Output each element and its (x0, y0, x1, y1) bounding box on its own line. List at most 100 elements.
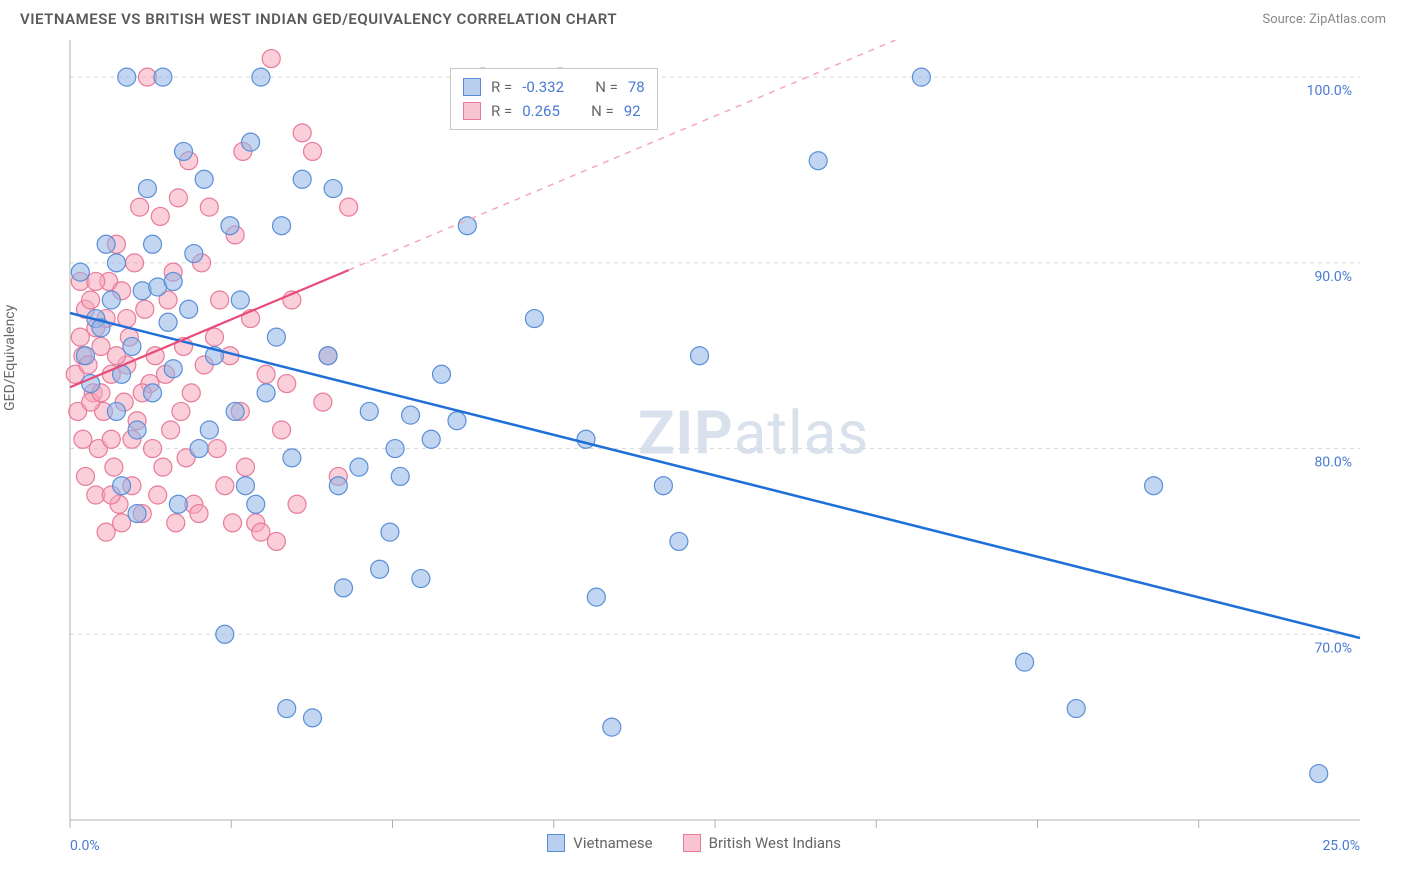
swatch-blue-icon (547, 834, 565, 852)
data-point (334, 579, 352, 597)
data-point (105, 458, 123, 476)
y-axis-label: GED/Equivalency (2, 305, 18, 411)
data-point (262, 50, 280, 68)
data-point (126, 254, 144, 272)
data-point (912, 68, 930, 86)
data-point (236, 477, 254, 495)
data-point (76, 467, 94, 485)
stat-label-r: R = (491, 75, 512, 99)
data-point (71, 263, 89, 281)
data-point (211, 291, 229, 309)
stat-value-r: 0.265 (522, 99, 560, 123)
data-point (257, 384, 275, 402)
stat-label-n: N = (591, 99, 614, 123)
data-point (252, 523, 270, 541)
data-point (82, 375, 100, 393)
data-point (216, 477, 234, 495)
data-point (164, 272, 182, 290)
y-tick-label: 80.0% (1314, 455, 1352, 471)
series-legend: Vietnamese British West Indians (547, 834, 841, 852)
trend-line-vietnamese (70, 313, 1360, 638)
data-point (74, 430, 92, 448)
chart-header: VIETNAMESE VS BRITISH WEST INDIAN GED/EQ… (0, 0, 1406, 36)
stat-label-r: R = (491, 99, 512, 123)
data-point (180, 300, 198, 318)
data-point (205, 328, 223, 346)
chart-container: GED/Equivalency 70.0%80.0%90.0%100.0%ZIP… (20, 40, 1386, 872)
data-point (76, 347, 94, 365)
data-point (224, 514, 242, 532)
data-point (273, 217, 291, 235)
data-point (809, 152, 827, 170)
chart-title: VIETNAMESE VS BRITISH WEST INDIAN GED/EQ… (20, 10, 617, 28)
data-point (654, 477, 672, 495)
data-point (1145, 477, 1163, 495)
data-point (340, 198, 358, 216)
data-point (154, 68, 172, 86)
data-point (1310, 765, 1328, 783)
data-point (386, 440, 404, 458)
data-point (221, 217, 239, 235)
data-point (169, 495, 187, 513)
swatch-blue-icon (463, 78, 481, 96)
data-point (293, 124, 311, 142)
data-point (92, 337, 110, 355)
data-point (107, 254, 125, 272)
legend-item: British West Indians (683, 834, 841, 852)
correlation-stats-box: R = -0.332 N = 78R = 0.265 N = 92 (450, 68, 658, 130)
data-point (448, 412, 466, 430)
data-point (278, 375, 296, 393)
data-point (113, 514, 131, 532)
data-point (319, 347, 337, 365)
data-point (131, 198, 149, 216)
data-point (458, 217, 476, 235)
data-point (144, 384, 162, 402)
data-point (169, 189, 187, 207)
data-point (691, 347, 709, 365)
data-point (360, 402, 378, 420)
data-point (391, 467, 409, 485)
data-point (200, 421, 218, 439)
data-point (350, 458, 368, 476)
data-point (216, 625, 234, 643)
swatch-pink-icon (683, 834, 701, 852)
data-point (247, 495, 265, 513)
legend-label: British West Indians (709, 834, 841, 852)
data-point (236, 458, 254, 476)
data-point (82, 291, 100, 309)
stats-row: R = -0.332 N = 78 (463, 75, 645, 99)
data-point (1067, 700, 1085, 718)
y-tick-label: 100.0% (1307, 83, 1352, 99)
data-point (267, 328, 285, 346)
data-point (151, 207, 169, 225)
data-point (154, 458, 172, 476)
legend-label: Vietnamese (573, 834, 652, 852)
data-point (422, 430, 440, 448)
data-point (433, 365, 451, 383)
legend-item: Vietnamese (547, 834, 652, 852)
data-point (102, 430, 120, 448)
data-point (200, 198, 218, 216)
data-point (381, 523, 399, 541)
data-point (273, 421, 291, 439)
data-point (102, 291, 120, 309)
data-point (525, 310, 543, 328)
data-point (107, 347, 125, 365)
data-point (314, 393, 332, 411)
data-point (172, 402, 190, 420)
y-tick-label: 70.0% (1314, 640, 1352, 656)
data-point (97, 523, 115, 541)
data-point (195, 170, 213, 188)
data-point (113, 477, 131, 495)
data-point (402, 406, 420, 424)
data-point (123, 337, 141, 355)
stat-value-n: 92 (624, 99, 641, 123)
x-tick-label: 25.0% (1322, 838, 1360, 854)
data-point (257, 365, 275, 383)
data-point (231, 291, 249, 309)
data-point (208, 440, 226, 458)
data-point (587, 588, 605, 606)
data-point (190, 505, 208, 523)
stat-value-r: -0.332 (522, 75, 564, 99)
data-point (288, 495, 306, 513)
